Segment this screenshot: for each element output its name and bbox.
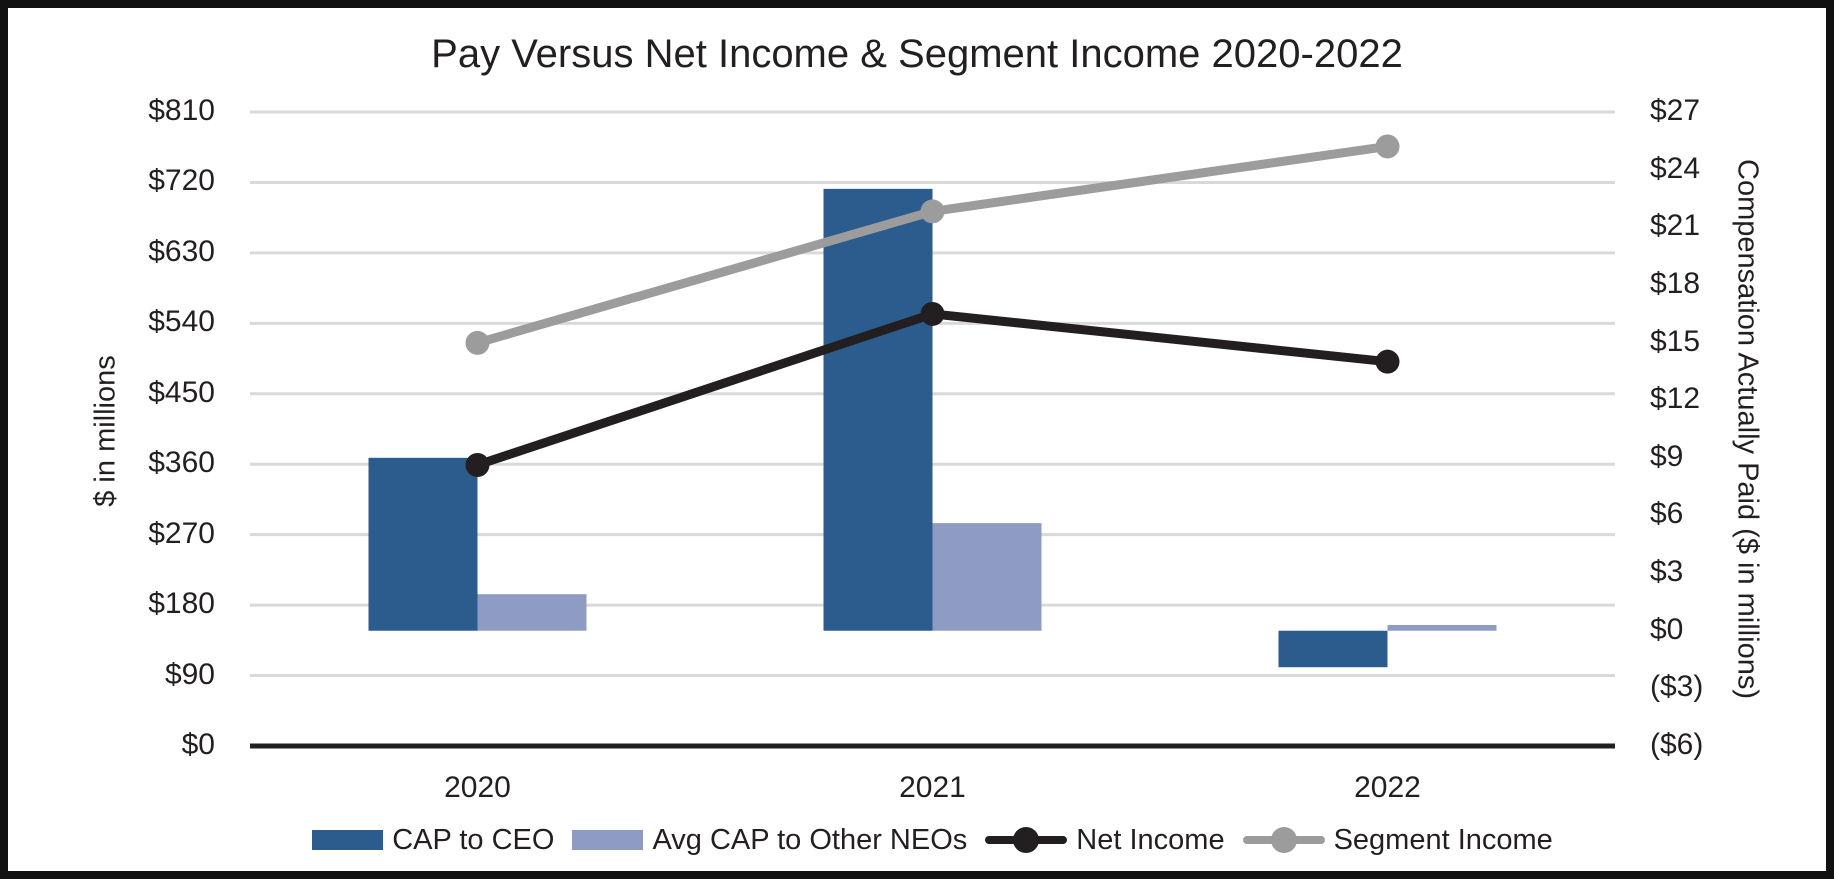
segment-income-marker-2020 — [465, 330, 490, 355]
legend-line-swatch — [985, 826, 1068, 854]
segment-income-marker-2022 — [1375, 134, 1400, 159]
left-axis-tick-label: $90 — [164, 657, 215, 691]
bar-avg-cap-to-other-neos-2020 — [477, 594, 587, 631]
legend-label: Segment Income — [1333, 823, 1553, 856]
right-axis-tick-label: $27 — [1650, 94, 1701, 127]
right-axis-tick-label: ($3) — [1650, 670, 1704, 704]
x-axis-category-label: 2021 — [899, 771, 966, 804]
right-axis-title: Compensation Actually Paid ($ in million… — [1731, 159, 1764, 699]
left-axis-tick-label: $0 — [181, 728, 215, 761]
right-axis-tick-label: $24 — [1650, 151, 1701, 185]
legend-item-cap-to-ceo: CAP to CEO — [312, 824, 554, 857]
net-income-marker-2022 — [1375, 349, 1400, 374]
left-axis-tick-label: $630 — [148, 234, 215, 268]
legend-line-swatch — [1242, 826, 1325, 854]
chart-title: Pay Versus Net Income & Segment Income 2… — [431, 32, 1403, 76]
net-income-marker-2020 — [465, 453, 490, 478]
left-axis-tick-label: $540 — [148, 305, 215, 339]
legend-label: CAP to CEO — [392, 823, 555, 856]
right-axis-tick-label: $21 — [1650, 209, 1701, 243]
bar-avg-cap-to-other-neos-2022 — [1387, 624, 1497, 631]
right-axis-tick-label: $18 — [1650, 266, 1701, 300]
right-axis-tick-label: $12 — [1650, 382, 1701, 416]
legend-item-segment-income: Segment Income — [1242, 823, 1553, 857]
left-axis-tick-label: $360 — [148, 446, 215, 480]
right-axis-tick-label: $3 — [1650, 555, 1684, 589]
left-axis-tick-label: $450 — [148, 375, 215, 409]
x-axis-category-label: 2022 — [1354, 771, 1421, 804]
bar-cap-to-ceo-2022 — [1278, 630, 1388, 668]
right-axis-tick-label: $15 — [1650, 324, 1701, 358]
legend-label: Net Income — [1076, 823, 1225, 856]
legend-bar-swatch — [312, 830, 384, 850]
right-axis-tick-label: $9 — [1650, 439, 1684, 473]
legend-label: Avg CAP to Other NEOs — [652, 823, 968, 856]
x-axis-category-label: 2020 — [444, 771, 511, 804]
left-axis-tick-label: $180 — [148, 587, 215, 621]
bar-cap-to-ceo-2021 — [823, 188, 933, 631]
left-axis-tick-label: $810 — [148, 94, 215, 127]
net-income-marker-2021 — [920, 301, 945, 326]
legend-item-avg-cap-to-other-neos: Avg CAP to Other NEOs — [572, 824, 967, 857]
bar-avg-cap-to-other-neos-2021 — [932, 523, 1042, 631]
left-axis-tick-label: $720 — [148, 164, 215, 198]
left-axis-tick-label: $270 — [148, 516, 215, 550]
right-axis-tick-label: $0 — [1650, 612, 1684, 646]
legend-item-net-income: Net Income — [985, 823, 1225, 857]
bar-cap-to-ceo-2020 — [368, 457, 478, 631]
left-axis-title: $ in millions — [89, 355, 122, 507]
right-axis-tick-label: ($6) — [1650, 728, 1704, 761]
segment-income-marker-2021 — [920, 199, 945, 224]
chart-legend: CAP to CEO Avg CAP to Other NEOs Net Incom… — [250, 820, 1615, 860]
legend-bar-swatch — [572, 830, 644, 850]
right-axis-tick-label: $6 — [1650, 497, 1684, 531]
